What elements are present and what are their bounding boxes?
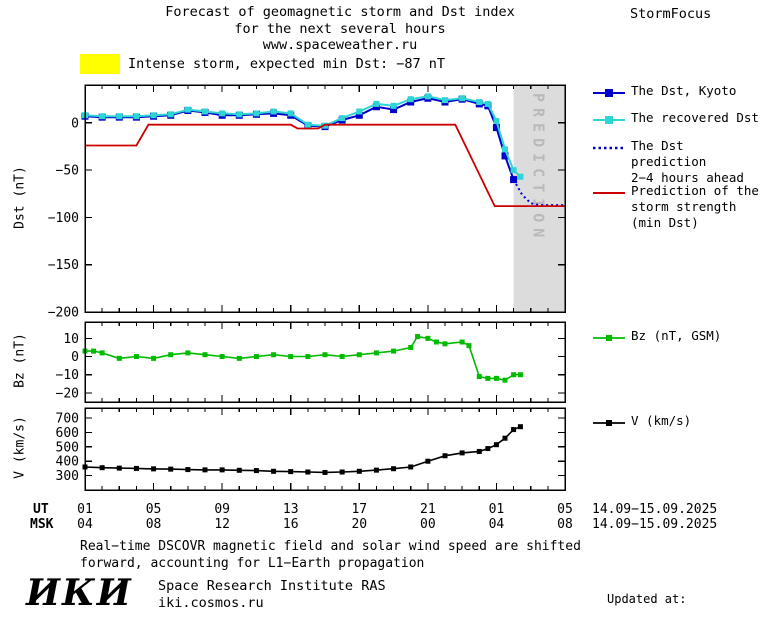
ut-tick-label: 21	[420, 502, 436, 517]
msk-row-label: MSK	[30, 517, 54, 532]
series-The recovered Dst	[84, 95, 522, 178]
msk-tick-label: 08	[557, 517, 573, 532]
legend-marker-dst-kyoto-icon	[593, 89, 625, 97]
series-The Dst, Kyoto	[84, 97, 515, 180]
ut-tick-label: 05	[557, 502, 573, 517]
ut-date-range: 14.09−15.09.2025	[592, 502, 717, 517]
legend-label: V (km/s)	[631, 413, 692, 428]
msk-tick-label: 20	[351, 517, 367, 532]
series-Prediction of the storm strength (min Dst)	[85, 123, 565, 208]
legend-item-dst-prediction: The Dst prediction 2−4 hours ahead	[592, 138, 760, 186]
v-axis-label: V (km/s)	[12, 416, 28, 479]
updated-block: Updated at: UT 01:05, 15.09.2025 MSK 04:…	[607, 562, 759, 620]
svg-text:400: 400	[56, 455, 79, 470]
legend-marker-recovered-dst-icon	[593, 116, 625, 124]
updated-title: Updated at:	[607, 592, 687, 606]
msk-tick-label: 12	[214, 517, 230, 532]
title-line-2: for the next several hours	[234, 20, 446, 37]
msk-tick-label: 04	[77, 517, 93, 532]
institute-block: Space Research Institute RAS iki.cosmos.…	[158, 578, 386, 612]
svg-text:700: 700	[56, 412, 79, 427]
msk-tick-label: 16	[283, 517, 299, 532]
title-url: www.spaceweather.ru	[262, 37, 418, 53]
panel-bz: 10 0 −10 −20	[56, 321, 566, 403]
legend-marker-v-icon	[593, 420, 625, 426]
legend-marker-dst-prediction-icon	[593, 146, 625, 150]
storm-alert: Intense storm, expected min Dst: −87 nT	[80, 54, 445, 74]
legend-item-storm-strength: Prediction of the storm strength (min Ds…	[592, 183, 759, 231]
svg-text:0: 0	[71, 350, 79, 365]
title-line-1: Forecast of geomagnetic storm and Dst in…	[165, 4, 515, 20]
svg-text:500: 500	[56, 440, 79, 455]
ut-tick-label: 01	[489, 502, 505, 517]
iki-logo: ИКИ	[26, 572, 133, 614]
legend-item-recovered-dst: The recovered Dst	[592, 110, 759, 128]
alert-text: Intense storm, expected min Dst: −87 nT	[128, 56, 445, 72]
footnote: Real−time DSCOVR magnetic field and sola…	[80, 538, 581, 572]
ut-tick-label: 01	[77, 502, 93, 517]
svg-text:600: 600	[56, 426, 79, 441]
brand-stormfocus: StormFocus	[630, 6, 712, 22]
svg-text:−10: −10	[56, 368, 79, 383]
alert-severity-swatch	[80, 54, 120, 74]
prediction-band-label: PREDICTION	[529, 93, 547, 243]
legend-label: Bz (nT, GSM)	[631, 328, 722, 343]
svg-text:0: 0	[71, 116, 79, 131]
svg-text:300: 300	[56, 469, 79, 484]
series-The Dst prediction 2−4 hours ahead	[512, 179, 565, 207]
dst-axis-label: Dst (nT)	[12, 166, 28, 229]
series-V (km/s)	[84, 425, 521, 474]
legend-marker-bz-icon	[593, 335, 625, 341]
legend-label: 2−4 hours ahead	[631, 170, 744, 185]
svg-text:−20: −20	[56, 386, 79, 401]
legend-item-v: V (km/s)	[592, 413, 691, 431]
svg-text:−150: −150	[48, 258, 79, 273]
ut-row-label: UT	[33, 502, 49, 517]
institute-name: Space Research Institute RAS	[158, 578, 386, 594]
ut-tick-label: 13	[283, 502, 299, 517]
panel-dst: PREDICTION 0 −50 −100 −150 −200	[48, 84, 566, 321]
legend: The Dst, Kyoto The recovered Dst The Dst…	[592, 0, 760, 620]
ut-tick-label: 09	[214, 502, 230, 517]
prediction-band	[513, 85, 565, 312]
msk-tick-label: 00	[420, 517, 436, 532]
msk-tick-label: 04	[489, 517, 505, 532]
svg-text:−100: −100	[48, 211, 79, 226]
footnote-line-1: Real−time DSCOVR magnetic field and sola…	[80, 539, 581, 554]
msk-tick-label: 08	[146, 517, 162, 532]
legend-item-dst-kyoto: The Dst, Kyoto	[592, 83, 736, 101]
legend-label: The Dst, Kyoto	[631, 83, 737, 98]
footnote-line-2: forward, accounting for L1−Earth propaga…	[80, 556, 425, 571]
ut-tick-label: 05	[146, 502, 162, 517]
legend-label: Prediction of the	[631, 183, 759, 198]
page-title: Forecast of geomagnetic storm and Dst in…	[60, 4, 620, 54]
svg-text:−200: −200	[48, 306, 79, 321]
svg-text:−50: −50	[56, 164, 79, 179]
msk-date-range: 14.09−15.09.2025	[592, 517, 717, 532]
institute-website: iki.cosmos.ru	[158, 595, 264, 611]
legend-label: The Dst prediction	[631, 138, 707, 169]
legend-label: storm strength	[631, 199, 737, 214]
legend-label: The recovered Dst	[631, 110, 759, 125]
ut-tick-label: 17	[351, 502, 367, 517]
legend-label: (min Dst)	[631, 215, 699, 230]
legend-item-bz: Bz (nT, GSM)	[592, 328, 721, 346]
series-Bz (nT, GSM)	[85, 335, 521, 382]
svg-text:10: 10	[63, 332, 79, 347]
legend-marker-storm-strength-icon	[593, 192, 625, 194]
